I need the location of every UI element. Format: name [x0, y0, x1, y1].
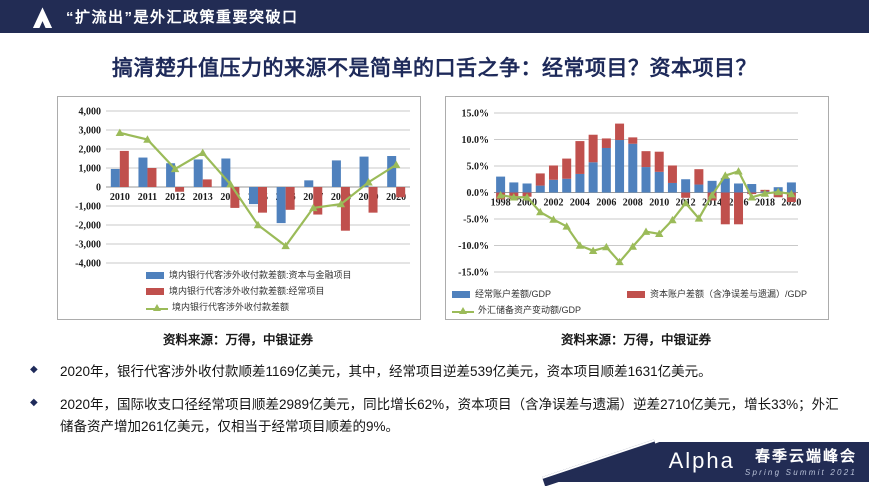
svg-text:2020: 2020 — [781, 198, 801, 209]
alpha-triangle-logo-icon — [31, 5, 54, 28]
bullet-item: ◆ 2020年，银行代客涉外收付款顺差1169亿美元，其中，经常项目逆差539亿… — [30, 361, 852, 383]
bop-gdp-chart: -15.0% -10.0% -5.0% 0.0% 5.0% 10.0% 15.0% 1998 2… — [458, 109, 801, 279]
legend-label: 境内银行代客涉外收付款差额:经常项目 — [169, 286, 325, 296]
svg-text:3,000: 3,000 — [79, 126, 102, 137]
svg-text:2010: 2010 — [110, 192, 130, 203]
bank-settlement-balance-chart-panel: -4,000 -3,000 -2,000 -1,000 0 1,000 2,000 3,000… — [57, 96, 421, 320]
bop-gdp-chart-panel: -15.0% -10.0% -5.0% 0.0% 5.0% 10.0% 15.0% 1998 2… — [445, 96, 829, 320]
svg-text:2,000: 2,000 — [79, 145, 102, 156]
svg-text:5.0%: 5.0% — [467, 162, 490, 173]
svg-text:2014: 2014 — [702, 198, 722, 209]
svg-text:2002: 2002 — [543, 198, 563, 209]
svg-text:2020: 2020 — [386, 192, 406, 203]
legend-item: 境内银行代客涉外收付款差额 — [146, 299, 352, 315]
footer-event-subtitle: Spring Summit 2021 — [744, 468, 857, 477]
legend-label: 境内银行代客涉外收付款差额 — [172, 302, 290, 312]
svg-text:-2,000: -2,000 — [75, 221, 101, 232]
header-bar: “扩流出”是外汇政策重要突破口 — [0, 0, 869, 33]
bullet-text: 2020年，银行代客涉外收付款顺差1169亿美元，其中，经常项目逆差539亿美元… — [60, 364, 712, 379]
legend-swatch-current-account — [146, 288, 164, 296]
svg-text:2010: 2010 — [649, 198, 669, 209]
legend-item: 外汇储备资产变动额/GDP — [452, 303, 581, 317]
svg-text:-3,000: -3,000 — [75, 240, 101, 251]
svg-text:0: 0 — [96, 183, 101, 194]
svg-text:10.0%: 10.0% — [462, 135, 490, 146]
svg-text:15.0%: 15.0% — [462, 109, 490, 120]
legend-line-marker-icon — [146, 303, 168, 313]
svg-text:4,000: 4,000 — [79, 107, 102, 118]
bank-settlement-balance-chart: -4,000 -3,000 -2,000 -1,000 0 1,000 2,000 3,000… — [75, 107, 410, 270]
legend-item: 境内银行代客涉外收付款差额:经常项目 — [146, 283, 352, 299]
bullet-text: 2020年，国际收支口径经常项目顺差2989亿美元，同比增长62%，资本项目（含… — [60, 396, 839, 434]
legend-label: 资本账户差额（含净误差与遗漏）/GDP — [650, 289, 808, 299]
svg-text:2000: 2000 — [517, 198, 537, 209]
legend-item: 资本账户差额（含净误差与遗漏）/GDP — [627, 287, 807, 301]
legend-line-marker-icon — [452, 306, 474, 316]
legend-swatch-current-account-gdp — [452, 291, 470, 299]
bullet-item: ◆ 2020年，国际收支口径经常项目顺差2989亿美元，同比增长62%，资本项目… — [30, 394, 852, 438]
legend-swatch-capital-account-gdp — [627, 291, 645, 299]
svg-text:-4,000: -4,000 — [75, 259, 101, 270]
svg-text:0.0%: 0.0% — [467, 188, 490, 199]
source-note-right: 资料来源：万得，中银证券 — [560, 333, 711, 347]
legend-swatch-capital-financial — [146, 272, 164, 280]
legend-item: 经常账户差额/GDP — [452, 287, 551, 301]
footer-brand: Alpha — [668, 448, 735, 473]
legend-item: 境内银行代客涉外收付款差额:资本与金融项目 — [146, 267, 352, 283]
svg-text:1,000: 1,000 — [79, 164, 102, 175]
left-chart-legend: 境内银行代客涉外收付款差额:资本与金融项目 境内银行代客涉外收付款差额:经常项目… — [146, 267, 352, 315]
svg-text:2004: 2004 — [570, 198, 590, 209]
svg-text:2008: 2008 — [623, 198, 643, 209]
svg-text:1998: 1998 — [491, 198, 511, 209]
svg-text:2013: 2013 — [193, 192, 213, 203]
footer-brand-block: Alpha 春季云端峰会 Spring Summit 2021 — [669, 445, 857, 477]
svg-text:2006: 2006 — [596, 198, 616, 209]
diamond-bullet-icon: ◆ — [30, 364, 38, 375]
legend-label: 经常账户差额/GDP — [475, 289, 552, 299]
diamond-bullet-icon: ◆ — [30, 396, 38, 408]
svg-text:-10.0%: -10.0% — [458, 241, 489, 252]
legend-label: 外汇储备资产变动额/GDP — [478, 305, 582, 315]
svg-text:-5.0%: -5.0% — [463, 215, 489, 226]
svg-text:-15.0%: -15.0% — [458, 268, 489, 279]
page-title: 搞清楚升值压力的来源不是简单的口舌之争：经常项目？资本项目？ — [112, 57, 757, 80]
source-note-left: 资料来源：万得，中银证券 — [162, 333, 313, 347]
svg-text:2018: 2018 — [755, 198, 775, 209]
svg-text:2011: 2011 — [138, 192, 157, 203]
legend-label: 境内银行代客涉外收付款差额:资本与金融项目 — [169, 270, 352, 280]
svg-text:2012: 2012 — [165, 192, 185, 203]
bullet-list: ◆ 2020年，银行代客涉外收付款顺差1169亿美元，其中，经常项目逆差539亿… — [30, 361, 852, 449]
header-title: “扩流出”是外汇政策重要突破口 — [66, 9, 299, 26]
svg-text:-1,000: -1,000 — [75, 202, 101, 213]
footer-event-title: 春季云端峰会 — [754, 448, 857, 465]
